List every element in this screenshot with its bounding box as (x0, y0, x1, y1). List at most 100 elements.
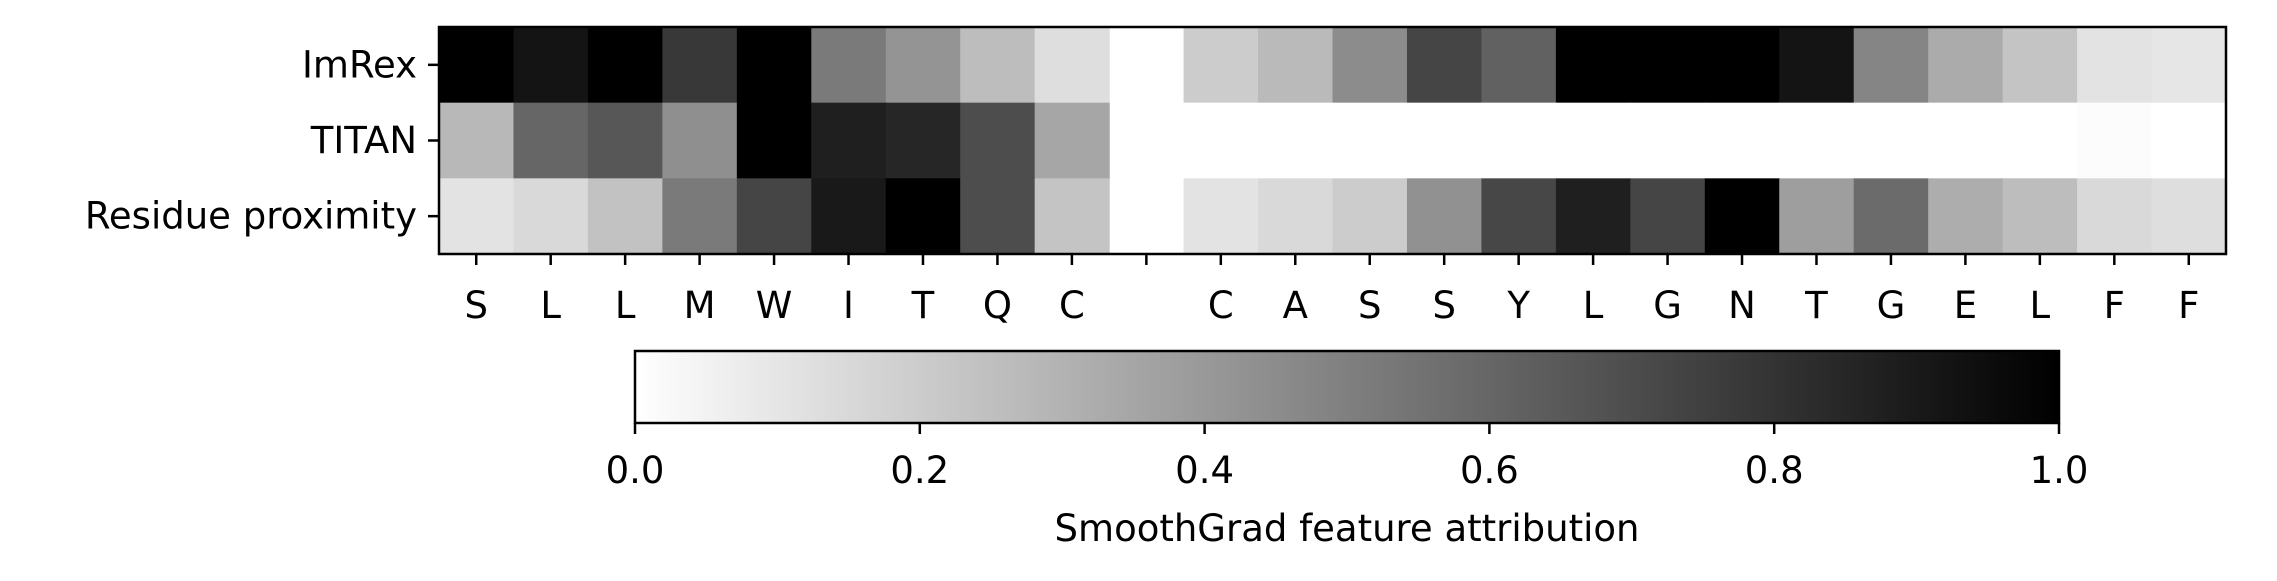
heatmap-cell (1332, 102, 1408, 179)
heatmap-cell (811, 27, 887, 104)
heatmap-cell (2151, 102, 2227, 179)
heatmap-cell (960, 178, 1036, 255)
colorbar-tick-label: 0.4 (1175, 449, 1234, 492)
heatmap-cell (1481, 178, 1557, 255)
column-label: I (843, 284, 854, 327)
colorbar-tick-label: 0.0 (606, 449, 665, 492)
column-label: T (1804, 284, 1828, 327)
row-label: ImRex (302, 43, 417, 86)
heatmap-cell (1928, 102, 2004, 179)
column-label: F (2178, 284, 2199, 327)
column-label: Y (1506, 284, 1530, 327)
heatmap-cell (1481, 102, 1557, 179)
colorbar-label: SmoothGrad feature attribution (1055, 507, 1640, 550)
heatmap-cell (960, 27, 1036, 104)
heatmap-cell (811, 178, 887, 255)
heatmap-cell (662, 102, 738, 179)
heatmap-cell (1630, 178, 1706, 255)
column-label: S (1432, 284, 1456, 327)
heatmap-cell (1555, 178, 1631, 255)
heatmap-cell (439, 102, 515, 179)
heatmap-cell (1034, 27, 1110, 104)
heatmap-cell (2077, 27, 2153, 104)
heatmap-cell (2002, 27, 2078, 104)
heatmap-cell (587, 27, 663, 104)
heatmap-cell (1853, 178, 1929, 255)
heatmap-cell (1406, 27, 1483, 104)
heatmap-cell (1481, 27, 1557, 104)
column-label: F (2104, 284, 2125, 327)
heatmap-cell (736, 178, 812, 255)
heatmap-cell (1704, 178, 1780, 255)
column-label: W (756, 284, 793, 327)
heatmap-cell (1555, 102, 1631, 179)
heatmap-cell (1183, 27, 1259, 104)
heatmap-cell (1034, 102, 1110, 179)
heatmap-cell (1630, 102, 1706, 179)
colorbar-tick-label: 0.2 (890, 449, 949, 492)
heatmap-cell (2077, 102, 2153, 179)
row-label: TITAN (310, 119, 417, 162)
column-label: L (540, 284, 561, 327)
heatmap-cell (1406, 178, 1483, 255)
heatmap-cell (662, 178, 738, 255)
column-label: L (1583, 284, 1604, 327)
heatmap-cell (587, 178, 663, 255)
heatmap-cell (1704, 102, 1780, 179)
colorbar-tick-label: 0.8 (1745, 449, 1804, 492)
column-label: Q (983, 284, 1012, 327)
heatmap-cell (1630, 27, 1706, 104)
heatmap-cell (2077, 178, 2153, 255)
column-label: G (1877, 284, 1906, 327)
heatmap-cell (2002, 102, 2078, 179)
heatmap-cell (2002, 178, 2078, 255)
heatmap-cell (1258, 27, 1334, 104)
heatmap-cell (1258, 178, 1334, 255)
heatmap-cell (513, 27, 589, 104)
heatmap-cell (736, 27, 812, 104)
colorbar-ticks: 0.0 0.2 0.4 0.6 0.8 1.0 (606, 423, 2089, 492)
heatmap-cell (1406, 102, 1483, 179)
heatmap-cell (1183, 178, 1259, 255)
heatmap-cell (1555, 27, 1631, 104)
column-label: C (1208, 284, 1234, 327)
colorbar-tick-label: 0.6 (1460, 449, 1519, 492)
heatmap-cell (1332, 178, 1408, 255)
row-label: Residue proximity (85, 195, 417, 238)
heatmap-cell (1853, 102, 1929, 179)
column-label: S (1358, 284, 1382, 327)
heatmap-cell (1853, 27, 1929, 104)
heatmap-cell (811, 102, 887, 179)
heatmap-cell (1183, 102, 1259, 179)
heatmap-cell (1704, 27, 1780, 104)
heatmap-cell (587, 102, 663, 179)
heatmap-cell (1779, 102, 1855, 179)
column-label: G (1653, 284, 1682, 327)
row-labels: ImRex TITAN Residue proximity (85, 43, 439, 238)
column-label: T (911, 284, 935, 327)
heatmap-cell (885, 102, 961, 179)
heatmap-cell (2151, 178, 2227, 255)
column-label: M (684, 284, 716, 327)
column-label: E (1954, 284, 1977, 327)
column-label: S (464, 284, 488, 327)
heatmap-cell (885, 178, 961, 255)
heatmap-cell (885, 27, 961, 104)
heatmap-cell (960, 102, 1036, 179)
heatmap-cell (1258, 102, 1334, 179)
heatmap-cells (439, 27, 2227, 255)
heatmap-cell (513, 102, 589, 179)
heatmap-cell (1928, 27, 2004, 104)
column-label: N (1728, 284, 1756, 327)
heatmap-cell (1332, 27, 1408, 104)
colorbar (633, 349, 2061, 425)
heatmap-cell (1779, 27, 1855, 104)
heatmap-cell (662, 27, 738, 104)
heatmap-cell (736, 102, 812, 179)
heatmap-cell (439, 27, 515, 104)
column-label: L (615, 284, 636, 327)
heatmap-cell (1034, 178, 1110, 255)
colorbar-tick-label: 1.0 (2030, 449, 2089, 492)
